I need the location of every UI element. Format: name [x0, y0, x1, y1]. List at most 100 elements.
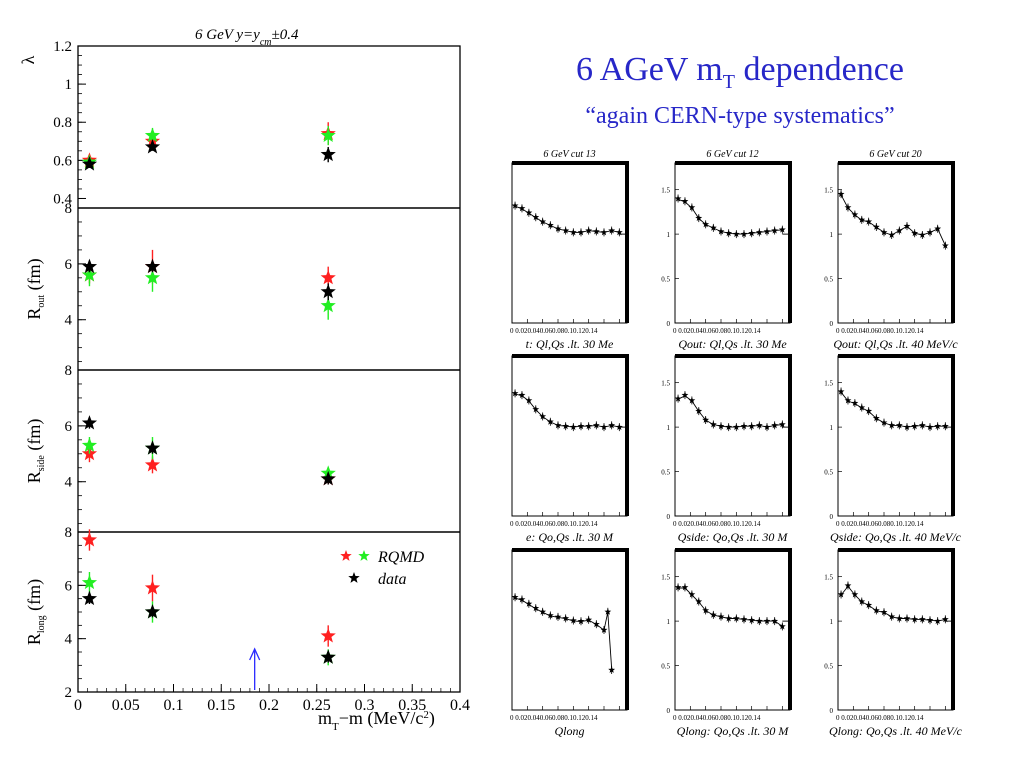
data-point [569, 616, 577, 624]
data-point [608, 226, 616, 234]
data-point [592, 620, 600, 628]
y-tick-label: 8 [65, 363, 73, 379]
data-point [681, 197, 689, 205]
data-point [851, 210, 859, 218]
data-point [518, 204, 526, 212]
data-point [888, 613, 896, 620]
y-axis-label: Rout (fm) [24, 258, 47, 319]
data-point [144, 139, 161, 154]
legend-marker-black [348, 572, 360, 583]
data-point [880, 608, 888, 616]
data-point [511, 202, 519, 209]
data-point [592, 421, 600, 429]
y-tick-label: 1.5 [824, 574, 833, 582]
data-point [880, 419, 888, 426]
panel-frame [837, 162, 954, 324]
data-point [872, 223, 880, 230]
fit-curve [840, 392, 946, 428]
data-point [546, 221, 554, 229]
data-point [837, 190, 845, 198]
data-point [569, 423, 577, 431]
data-point [562, 614, 570, 622]
data-point [858, 403, 866, 411]
x-tick-labels: 0 0.020.040.060.080.10.120.14 [510, 327, 598, 335]
legend-marker-green [358, 550, 370, 561]
data-point [880, 228, 888, 236]
x-tick-labels: 0 0.020.040.060.080.10.120.14 [510, 714, 598, 722]
data-point [934, 617, 942, 625]
data-point [941, 615, 949, 623]
data-point [81, 574, 98, 590]
y-axis-label: λ [18, 55, 38, 64]
data-point [615, 423, 623, 431]
y-tick-label: 8 [65, 525, 73, 541]
data-point [144, 580, 161, 595]
data-point [895, 226, 903, 234]
data-point [872, 414, 880, 422]
data-point [725, 423, 733, 431]
legend-label-rqmd: RQMD [377, 549, 425, 566]
y-tick-label: 4 [65, 475, 73, 491]
data-point [525, 396, 533, 404]
data-point [858, 597, 866, 605]
data-point [702, 416, 710, 423]
data-point [851, 590, 859, 598]
panel-footer: Qside: Qo,Qs .lt. 40 MeV/c [830, 530, 962, 544]
panel-frame [511, 549, 628, 711]
data-point [865, 407, 873, 415]
data-point [674, 395, 682, 402]
data-point [81, 156, 98, 171]
data-point [778, 420, 786, 428]
data-point [763, 227, 771, 235]
data-point [532, 213, 540, 221]
data-point [755, 421, 763, 429]
fit-curve [840, 194, 946, 246]
x-tick-label: 0.25 [303, 697, 331, 714]
x-tick-labels: 0 0.020.040.060.080.10.120.14 [836, 714, 924, 722]
data-point [81, 532, 98, 547]
data-point [81, 590, 98, 606]
data-point [532, 405, 540, 413]
data-point [604, 608, 612, 615]
panel-footer: t: Ql,Qs .lt. 30 Me [526, 337, 614, 351]
y-axis-label: Rside (fm) [24, 419, 47, 484]
data-point [888, 231, 896, 238]
data-point [569, 228, 577, 236]
data-point [748, 616, 756, 624]
y-tick-label: 0.5 [661, 276, 670, 284]
panel-footer: e: Qo,Qs .lt. 30 M [526, 530, 614, 544]
data-point [585, 616, 593, 623]
y-tick-label: 1.5 [824, 380, 833, 388]
data-point [81, 267, 98, 282]
data-point [320, 127, 336, 143]
y-tick-label: 0 [830, 513, 834, 521]
x-tick-label: 0.4 [450, 697, 470, 714]
data-point [320, 269, 336, 285]
y-tick-label: 8 [65, 201, 73, 217]
data-point [144, 440, 161, 455]
data-point [554, 225, 562, 232]
data-point [608, 421, 616, 429]
panel-frame [511, 162, 628, 324]
y-tick-label: 1.5 [661, 574, 670, 582]
data-point [320, 297, 336, 313]
data-point [600, 228, 608, 236]
data-point [539, 218, 547, 225]
data-point [695, 597, 703, 605]
data-point [81, 437, 98, 452]
data-point [895, 614, 903, 622]
y-tick-label: 0.5 [824, 276, 833, 284]
y-tick-label: 1 [667, 231, 671, 239]
data-point [546, 611, 554, 619]
data-point [717, 613, 725, 620]
y-tick-label: 1 [667, 618, 671, 626]
x-tick-label: 0.1 [164, 697, 184, 714]
y-tick-label: 0.8 [53, 115, 72, 131]
data-point [926, 228, 934, 236]
data-point [600, 423, 608, 431]
data-point [778, 622, 786, 630]
fit-curve [514, 597, 613, 670]
data-point [771, 226, 779, 234]
x-tick-label: 0.15 [207, 697, 235, 714]
